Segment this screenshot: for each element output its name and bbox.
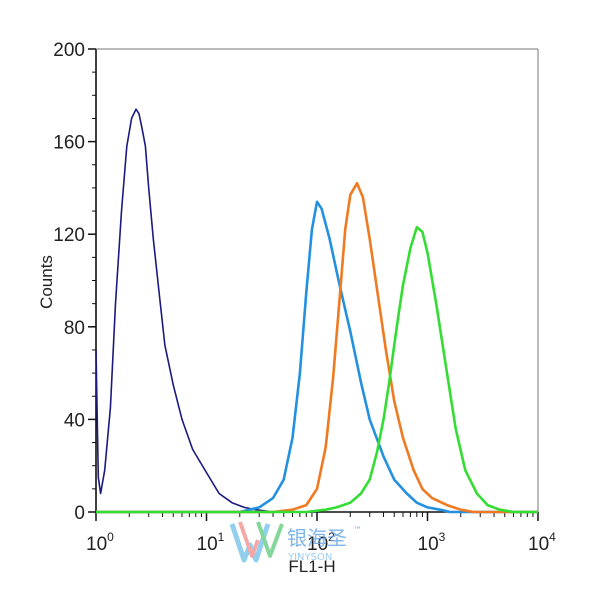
plot-frame bbox=[95, 48, 539, 513]
watermark-tm: ™ bbox=[353, 526, 362, 536]
x-axis-title: FL1-H bbox=[288, 557, 335, 576]
x-tick-labels: 100 101 102 103 104 bbox=[86, 530, 556, 555]
y-tick-label: 0 bbox=[74, 503, 85, 524]
watermark-logo-icon bbox=[229, 521, 284, 563]
watermark: 银海圣 ™ YINYSON bbox=[229, 521, 362, 563]
y-tick-label: 40 bbox=[64, 410, 85, 431]
y-tick-label: 120 bbox=[53, 225, 85, 246]
y-tick-label: 160 bbox=[53, 133, 85, 154]
watermark-chinese: 银海圣 bbox=[287, 526, 347, 550]
x-tick-label: 102 bbox=[307, 530, 335, 555]
minor-ticks bbox=[92, 71, 534, 517]
series-line-3 bbox=[96, 182, 538, 514]
series-line-2 bbox=[96, 200, 538, 514]
y-tick-label: 80 bbox=[64, 318, 85, 339]
x-tick-label: 101 bbox=[197, 530, 225, 555]
x-tick-label: 100 bbox=[86, 530, 114, 555]
y-tick-labels: 0 40 80 120 160 200 bbox=[53, 40, 85, 524]
y-tick-label: 200 bbox=[53, 40, 85, 61]
series-layer bbox=[95, 108, 538, 514]
series-line-4 bbox=[96, 226, 538, 514]
major-ticks bbox=[88, 48, 539, 521]
watermark-latin: YINYSON bbox=[287, 552, 332, 563]
y-axis-title: Counts bbox=[37, 255, 56, 309]
x-tick-label: 104 bbox=[528, 530, 556, 555]
series-line-1 bbox=[95, 108, 317, 513]
x-tick-label: 103 bbox=[418, 530, 446, 555]
